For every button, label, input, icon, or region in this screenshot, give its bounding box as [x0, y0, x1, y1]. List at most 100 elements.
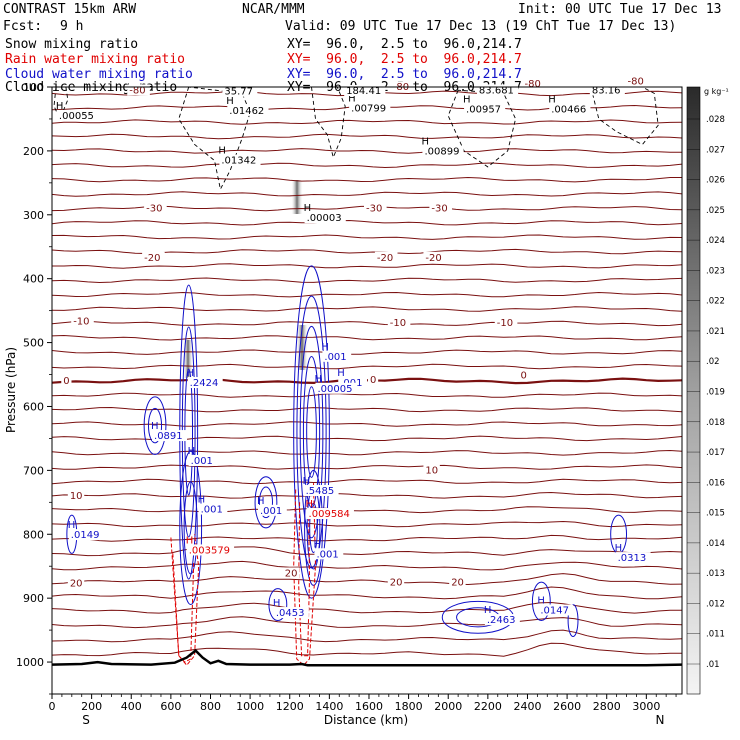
- cloud-water-maximum-label-bg: [338, 377, 368, 389]
- temperature-contour: [52, 349, 682, 355]
- temperature-label: -80: [524, 79, 540, 90]
- cloud-water-maximum-label: .0891: [154, 431, 183, 442]
- temperature-contour: [52, 601, 682, 614]
- colorbar: .01 .011 .012 .013 .014 .015 .016 .017 .018 .019.…: [686, 86, 729, 695]
- cloud-water-maximum-h-marker: H: [187, 368, 195, 379]
- rain-contour: [298, 502, 311, 657]
- colorbar-tick-label: .027: [706, 145, 725, 155]
- temperature-label-bg: [625, 75, 649, 87]
- temperature-label-bg: [494, 316, 518, 328]
- x-tick-label: 1600: [355, 700, 383, 713]
- cloud-water-maximum-label-bg: [615, 552, 651, 564]
- x-tick-label: 600: [160, 700, 181, 713]
- temperature-label: 20: [451, 577, 464, 588]
- snow-maximum-label-bg: [589, 84, 625, 96]
- cloud-water-maximum-label-bg: [188, 454, 218, 466]
- temperature-label: -30: [366, 204, 382, 215]
- snow-maximum-label: .00466: [551, 105, 586, 116]
- cloud-water-maximum-label: .001: [201, 505, 223, 516]
- x-tick-label: 400: [121, 700, 142, 713]
- temperature-contour: [52, 191, 682, 197]
- temperature-label-bg: [144, 202, 167, 214]
- temperature-label-bg: [429, 202, 452, 214]
- snow-contour: [311, 87, 346, 159]
- rain-maximum-label: .009584: [309, 509, 350, 520]
- snow-maximum-label-bg: [227, 104, 269, 116]
- temperature-label-bg: [282, 567, 300, 579]
- snow-contours: [53, 87, 659, 191]
- colorbar-tick-label: .023: [706, 266, 725, 276]
- temperature-contour: [52, 642, 682, 657]
- ice-shade-3: [183, 340, 193, 378]
- temperature-label: -20: [144, 253, 160, 264]
- snow-maximum-label-bg: [422, 145, 464, 157]
- temperature-label: 20: [285, 568, 298, 579]
- cloud-water-contour: [258, 486, 273, 519]
- temperature-contour: [52, 435, 682, 442]
- temperature-label: -80: [393, 82, 409, 93]
- cloud-water-maximum-label: .001: [260, 506, 282, 517]
- axes: 0 200 400 600 800 1000 1200 1400 1600 1800 2000 220…: [16, 81, 677, 713]
- cloud-water-maximum-label: .2424: [190, 378, 219, 389]
- snow-maximum-label-bg: [222, 85, 258, 97]
- snow-maximum-h-marker: H: [548, 95, 556, 106]
- colorbar-tick-label: .013: [706, 569, 725, 579]
- temperature-contour: [52, 546, 682, 557]
- snow-maximum-h-marker: H: [348, 93, 356, 104]
- colorbar-tick-label: .01: [706, 660, 720, 670]
- terrain-surface: [52, 648, 682, 667]
- snow-maximum-label-bg: [304, 212, 346, 224]
- temperature-label: 10: [70, 491, 83, 502]
- temperature-label: -10: [73, 317, 89, 328]
- snow-maximum-label: .01462: [229, 106, 264, 117]
- colorbar-tick-label: .026: [706, 176, 725, 186]
- temperature-contour: [52, 148, 682, 154]
- temperature-label: -30: [431, 204, 447, 215]
- temperature-label-bg: [522, 78, 546, 89]
- temperature-contour: [52, 506, 682, 514]
- temperature-label: -30: [146, 204, 162, 215]
- y-tick-label: 900: [23, 592, 44, 605]
- rain-maximum-label: .003579: [189, 545, 230, 556]
- temperature-label: -10: [497, 318, 513, 329]
- temperature-label-bg: [67, 490, 85, 502]
- snow-maximum-h-marker: H: [56, 101, 64, 112]
- temperature-label: 20: [390, 577, 403, 588]
- temperature-contour: [52, 176, 682, 183]
- snow-maximum-label-bg: [549, 103, 591, 115]
- cloud-water-maximum-label-bg: [258, 504, 287, 516]
- cloud-water-maximum-h-marker: H: [537, 595, 545, 606]
- colorbar-tick-label: .014: [706, 539, 725, 549]
- temperature-contour: [52, 629, 682, 643]
- model-title: CONTRAST 15km ARW: [3, 2, 137, 17]
- cloud-water-maximum-label-bg: [322, 350, 352, 362]
- temperature-contour: [52, 392, 682, 398]
- temperature-label: 0: [521, 370, 527, 381]
- colorbar-tick-label: .022: [706, 297, 725, 307]
- colorbar-tick-label: .019: [706, 388, 725, 398]
- x-tick-label: 1400: [315, 700, 343, 713]
- temperature-contour: [52, 560, 682, 571]
- cloud-water-maximum-h-marker: H: [273, 598, 281, 609]
- snow-contour: [53, 87, 69, 121]
- cloud-water-maximum-label-bg: [315, 382, 357, 394]
- x-axis-right-end: N: [656, 713, 665, 727]
- temperature-contour: [52, 616, 682, 629]
- x-tick-label: 2400: [513, 700, 541, 713]
- colorbar-tick-label: .028: [706, 115, 725, 125]
- snow-maximum-label: 184.41: [346, 86, 381, 97]
- field-rain-name: Rain water mixing ratio: [5, 52, 186, 67]
- temperature-contour: [52, 133, 682, 140]
- cloud-water-maximum-label-bg: [303, 485, 339, 497]
- temperature-contour: [52, 320, 682, 327]
- temperature-contour: [52, 291, 682, 298]
- cloud-water-maximum-label: .0313: [618, 553, 647, 564]
- temperature-contour: [52, 573, 682, 586]
- snow-contour: [178, 87, 251, 191]
- x-tick-label: 800: [200, 700, 221, 713]
- temperature-contour: [52, 421, 682, 427]
- cloud-water-maximum-label-bg: [198, 503, 228, 515]
- temperature-contour: [52, 219, 682, 226]
- field-snow-xy: XY= 96.0, 2.5 to 96.0,214.7: [287, 37, 522, 52]
- x-tick-label: 2800: [593, 700, 621, 713]
